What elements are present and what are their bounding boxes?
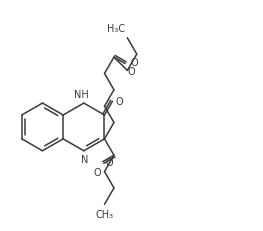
Text: H₃C: H₃C xyxy=(107,24,125,33)
Text: O: O xyxy=(115,97,123,107)
Text: N: N xyxy=(81,154,89,164)
Text: O: O xyxy=(94,167,102,177)
Text: CH₃: CH₃ xyxy=(95,209,114,219)
Text: O: O xyxy=(106,157,113,167)
Text: O: O xyxy=(127,66,135,76)
Text: O: O xyxy=(130,58,138,68)
Text: NH: NH xyxy=(74,90,89,100)
